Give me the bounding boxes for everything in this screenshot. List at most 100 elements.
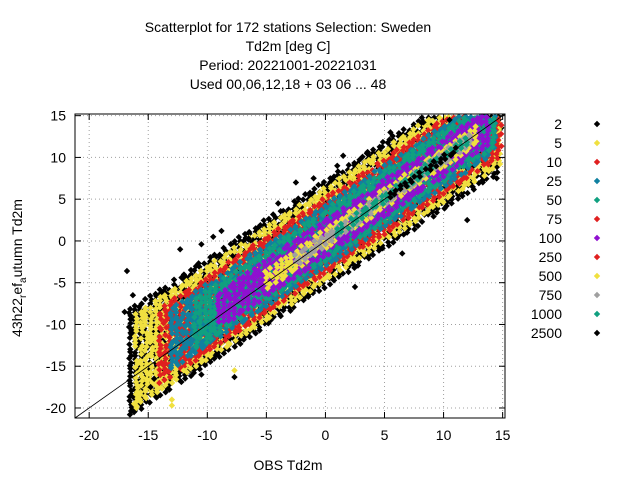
data-point-2 xyxy=(138,405,145,412)
data-point-10 xyxy=(265,233,272,241)
data-point-10 xyxy=(390,149,397,157)
data-point-5 xyxy=(411,215,418,222)
data-point-5 xyxy=(420,127,427,135)
data-point-10 xyxy=(474,168,481,175)
data-point-2 xyxy=(246,228,253,236)
data-point-2 xyxy=(320,178,328,186)
data-point-5 xyxy=(139,342,146,350)
data-point-5 xyxy=(350,174,358,181)
data-point-10 xyxy=(235,252,242,260)
data-point-10 xyxy=(166,373,174,381)
data-point-25 xyxy=(173,335,181,342)
data-point-2 xyxy=(127,346,134,353)
data-point-5 xyxy=(414,122,422,129)
data-point-2 xyxy=(321,284,328,292)
data-point-5 xyxy=(143,375,150,383)
data-point-25 xyxy=(173,331,181,338)
data-point-5 xyxy=(397,136,404,143)
data-point-5 xyxy=(138,382,145,389)
data-point-5 xyxy=(340,173,348,180)
data-point-5 xyxy=(133,315,140,322)
data-point-2 xyxy=(196,365,203,373)
data-point-10 xyxy=(369,237,377,244)
data-point-5 xyxy=(370,160,377,167)
data-point-5 xyxy=(138,377,146,385)
data-point-10 xyxy=(433,120,441,127)
data-point-5 xyxy=(132,378,140,386)
data-point-5 xyxy=(192,362,200,370)
data-point-2 xyxy=(126,373,134,380)
data-point-10 xyxy=(370,230,377,237)
data-point-10 xyxy=(250,316,258,323)
data-point-2 xyxy=(389,132,396,140)
data-point-10 xyxy=(291,290,299,297)
data-point-10 xyxy=(161,306,169,313)
data-point-2 xyxy=(369,247,376,254)
data-point-2 xyxy=(127,369,134,376)
data-point-2 xyxy=(464,189,471,197)
data-point-5 xyxy=(142,385,149,392)
data-point-10 xyxy=(163,309,170,316)
data-point-5 xyxy=(152,297,159,305)
data-point-5 xyxy=(360,247,367,255)
data-point-10 xyxy=(355,173,363,180)
data-point-5 xyxy=(152,305,160,313)
data-point-10 xyxy=(320,270,327,277)
data-point-2 xyxy=(181,371,189,379)
data-point-5 xyxy=(296,201,303,209)
data-point-2 xyxy=(315,181,322,189)
data-point-10 xyxy=(206,273,213,280)
data-point-5 xyxy=(188,275,195,282)
data-point-2 xyxy=(231,238,238,245)
data-point-5 xyxy=(292,206,300,213)
data-point-2 xyxy=(390,239,397,246)
data-point-5 xyxy=(156,297,164,304)
data-point-5 xyxy=(455,187,462,195)
data-point-5 xyxy=(352,166,359,174)
data-point-10 xyxy=(368,226,376,233)
data-point-10 xyxy=(271,229,278,236)
data-point-10 xyxy=(497,130,505,138)
data-point-2 xyxy=(128,391,135,398)
data-point-10 xyxy=(410,136,417,143)
data-point-2 xyxy=(276,310,283,318)
data-point-5 xyxy=(147,330,154,337)
data-point-25 xyxy=(172,306,179,313)
data-point-10 xyxy=(275,225,282,233)
data-point-10 xyxy=(498,121,505,129)
data-point-5 xyxy=(436,114,443,121)
data-point-5 xyxy=(146,339,154,346)
data-point-5 xyxy=(231,244,238,251)
data-point-25 xyxy=(173,313,180,321)
chart-title-line: Period: 20221001-20221031 xyxy=(199,57,377,73)
data-point-2 xyxy=(188,271,195,278)
data-point-10 xyxy=(156,310,164,317)
data-point-10 xyxy=(171,295,178,302)
data-point-10 xyxy=(225,259,232,266)
scatter-points xyxy=(121,113,505,418)
chart-title-line: Scatterplot for 172 stations Selection: … xyxy=(145,19,431,35)
data-point-5 xyxy=(481,172,488,180)
data-point-5 xyxy=(147,322,154,330)
data-point-5 xyxy=(148,363,156,371)
data-point-2 xyxy=(295,195,302,202)
data-point-10 xyxy=(393,146,400,154)
data-point-2 xyxy=(345,161,352,169)
data-point-5 xyxy=(137,388,144,396)
data-point-2 xyxy=(418,218,426,225)
data-point-5 xyxy=(132,310,139,318)
data-point-5 xyxy=(316,280,323,288)
data-point-5 xyxy=(251,232,258,239)
data-point-2 xyxy=(265,215,273,223)
data-point-5 xyxy=(312,193,319,200)
data-point-2 xyxy=(260,217,267,224)
data-point-5 xyxy=(266,225,273,232)
data-point-5 xyxy=(305,200,313,207)
data-point-5 xyxy=(183,277,190,285)
data-point-2 xyxy=(141,295,149,303)
data-point-5 xyxy=(288,300,295,308)
data-point-5 xyxy=(266,314,273,321)
data-point-25 xyxy=(177,347,184,355)
data-point-2 xyxy=(302,191,309,198)
data-point-5 xyxy=(183,369,191,376)
